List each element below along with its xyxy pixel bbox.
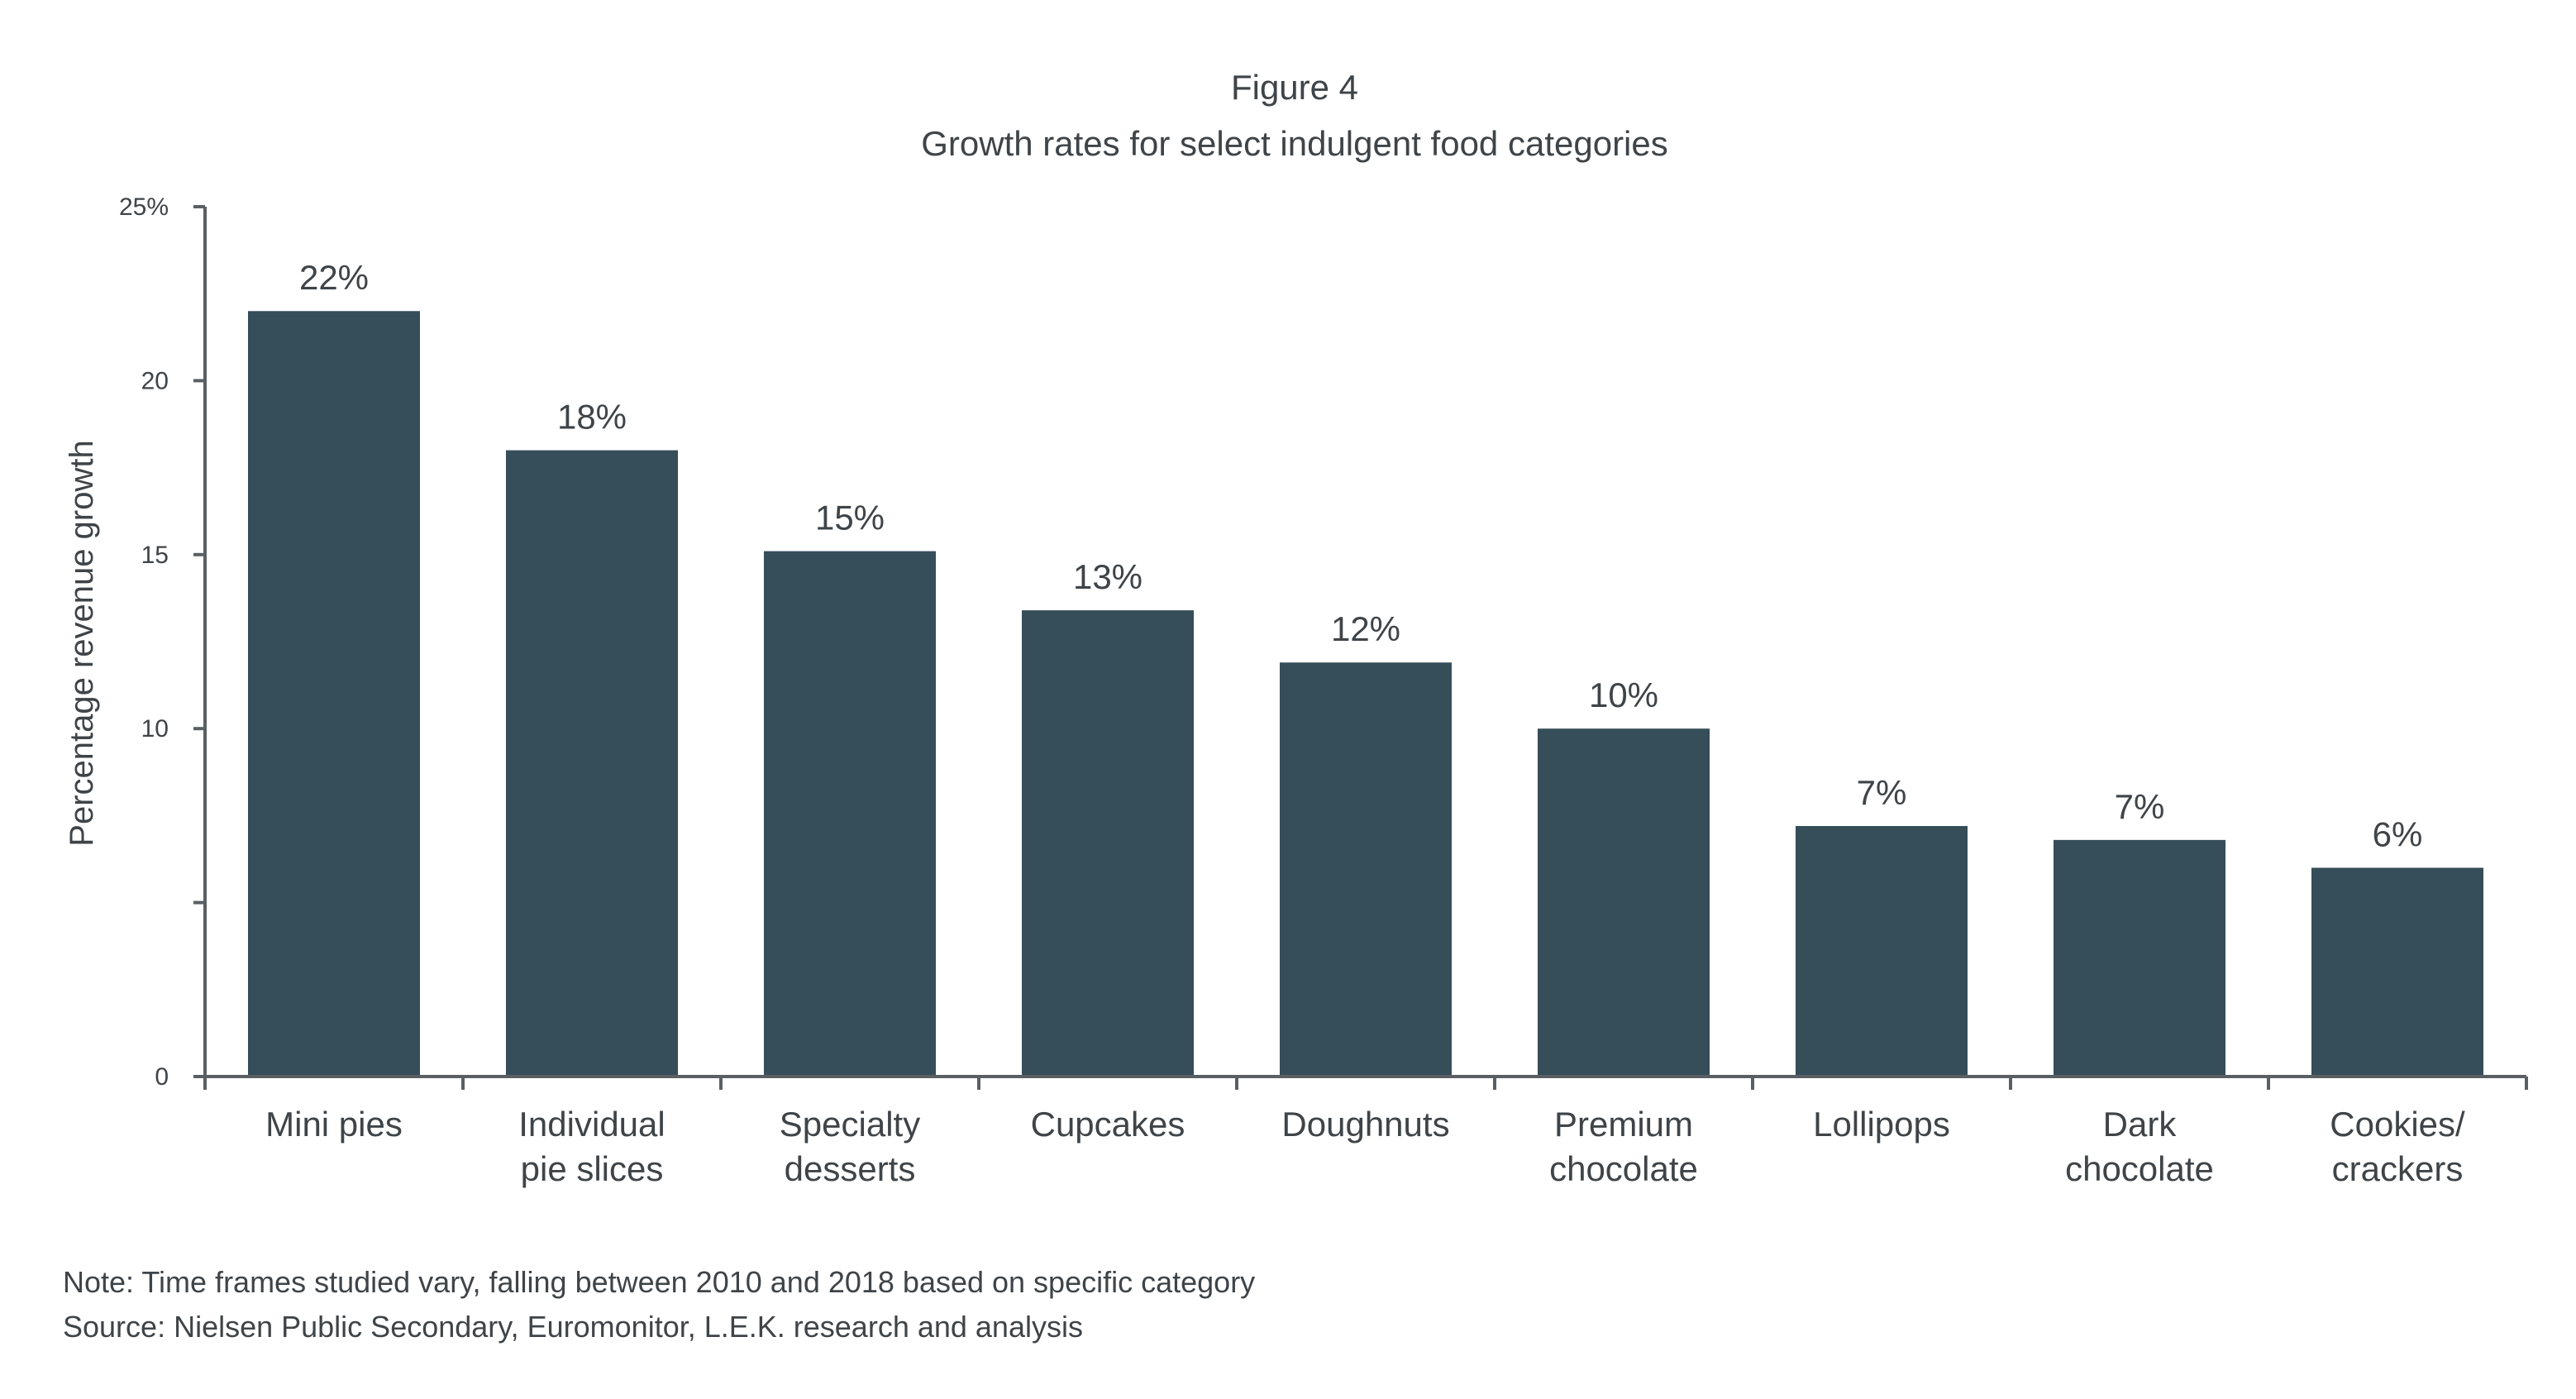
category-label: crackers (2332, 1149, 2464, 1188)
bar (2054, 839, 2225, 1077)
data-label: 15% (815, 499, 885, 537)
category-label: Cupcakes (1031, 1105, 1185, 1144)
category-label: Mini pies (265, 1105, 403, 1144)
chart-title: Growth rates for select indulgent food c… (921, 124, 1668, 163)
category-label: pie slices (521, 1149, 664, 1188)
bar (2311, 867, 2483, 1077)
category-label: chocolate (1549, 1149, 1698, 1188)
data-label: 12% (1331, 609, 1400, 648)
data-label: 18% (557, 398, 627, 437)
bar (1280, 662, 1452, 1077)
data-label: 7% (2115, 787, 2165, 826)
data-label: 13% (1073, 557, 1143, 596)
y-tick-label: 20 (141, 367, 169, 394)
category-label: Individual (518, 1105, 665, 1144)
category-label: chocolate (2065, 1149, 2214, 1188)
bar (248, 311, 420, 1077)
category-label: desserts (785, 1149, 916, 1188)
y-tick-label: 0 (155, 1063, 169, 1091)
data-label: 6% (2373, 815, 2423, 854)
y-tick-label: 10 (141, 715, 169, 742)
data-label: 10% (1589, 676, 1658, 714)
bar (1796, 826, 1968, 1077)
category-label: Doughnuts (1281, 1105, 1449, 1144)
bar (506, 450, 678, 1077)
bar (764, 551, 936, 1077)
category-label: Cookies/ (2330, 1105, 2465, 1144)
y-tick-label: 25% (119, 193, 169, 221)
bar (1022, 610, 1194, 1077)
category-label: Premium (1554, 1105, 1693, 1144)
y-tick-label: 15 (141, 542, 169, 569)
category-label: Specialty (780, 1105, 920, 1144)
figure-label: Figure 4 (1231, 68, 1358, 107)
chart-note: Note: Time frames studied vary, falling … (63, 1265, 1256, 1299)
data-labels: 22% 18% 15% 13% 12% 10% 7% 7% 6% (299, 258, 2422, 853)
bars (248, 311, 2483, 1077)
chart-source: Source: Nielsen Public Secondary, Euromo… (63, 1310, 1083, 1344)
category-labels: Mini pies Individual pie slices Specialty de… (265, 1105, 2465, 1188)
category-label: Lollipops (1813, 1105, 1950, 1144)
bar (1538, 728, 1710, 1077)
y-axis-label: Percentage revenue growth (64, 440, 100, 846)
y-axis-ticks: 0 10 15 20 25% (119, 193, 2528, 1091)
category-label: Dark (2103, 1105, 2178, 1144)
data-label: 7% (1857, 773, 1907, 812)
data-label: 22% (299, 258, 369, 297)
